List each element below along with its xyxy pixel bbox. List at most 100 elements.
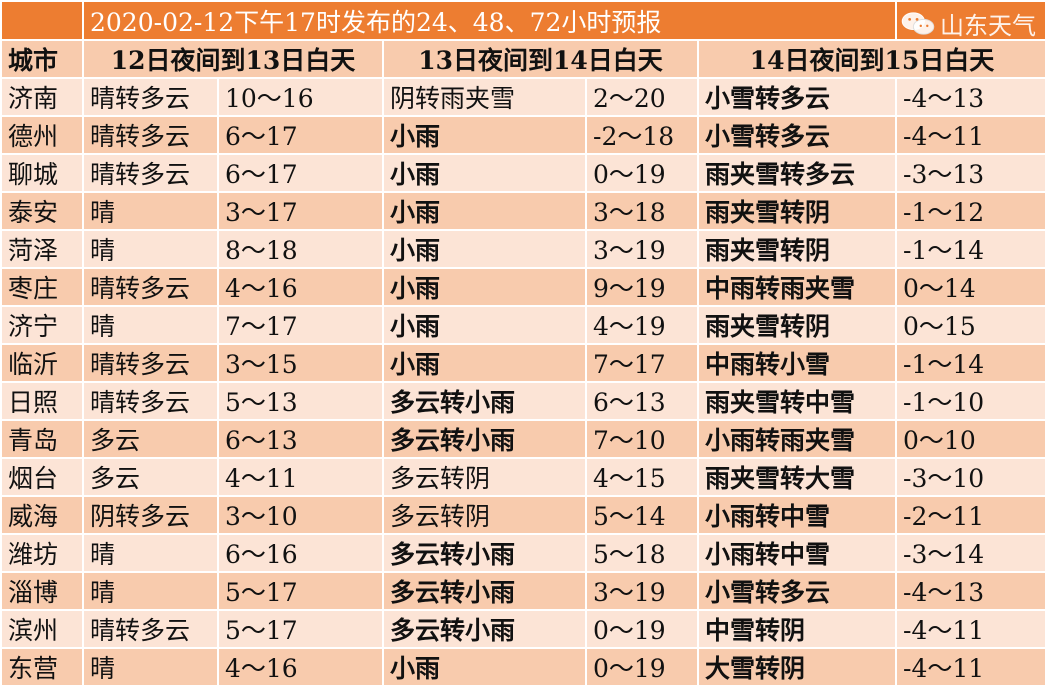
weather-day2-cell: 小雨 bbox=[382, 191, 587, 231]
weather-day3-cell: 雨夹雪转阴 bbox=[696, 305, 898, 345]
weather-day3-cell: 中雪转阴 bbox=[696, 609, 898, 649]
temp-day2-cell: -2～18 bbox=[585, 115, 699, 155]
table-row: 青岛 多云 6～13 多云转小雨 7～10 小雨转雨夹雪 0～10 bbox=[0, 419, 1045, 459]
temp-day1-cell: 6～16 bbox=[217, 533, 384, 573]
weather-day2-cell: 多云转小雨 bbox=[382, 419, 587, 459]
table-row: 菏泽晴 8～18 小雨 3～19 雨夹雪转阴 -1～14 bbox=[0, 229, 1045, 269]
temp-day1-cell: 8～18 bbox=[217, 229, 384, 269]
city-cell: 德州 bbox=[0, 115, 84, 155]
weather-day1-cell: 晴转多云 bbox=[82, 77, 219, 117]
temp-day3-cell: -4～11 bbox=[895, 609, 1045, 649]
weather-day1-cell: 晴 bbox=[82, 305, 219, 345]
temp-day2-cell: 0～19 bbox=[585, 647, 699, 687]
weather-day2-cell: 小雨 bbox=[382, 153, 587, 193]
temp-day1-cell: 3～15 bbox=[217, 343, 384, 383]
temp-day2-cell: 9～19 bbox=[585, 267, 699, 307]
temp-day1-cell: 4～16 bbox=[217, 647, 384, 687]
temp-day1-cell: 6～17 bbox=[217, 153, 384, 193]
city-cell: 淄博 bbox=[0, 571, 84, 611]
temp-day3-cell: -1～10 bbox=[895, 381, 1045, 421]
weather-day2-cell: 多云转小雨 bbox=[382, 609, 587, 649]
temp-day3-cell: -1～14 bbox=[895, 343, 1045, 383]
weather-day3-cell: 雨夹雪转阴 bbox=[696, 191, 898, 231]
weather-day3-cell: 小雪转多云 bbox=[696, 115, 898, 155]
temp-day1-cell: 6～17 bbox=[217, 115, 384, 155]
weather-day3-cell: 小雨转中雪 bbox=[696, 533, 898, 573]
temp-day3-cell: -4～13 bbox=[895, 77, 1045, 117]
city-cell: 日照 bbox=[0, 381, 84, 421]
temp-day2-cell: 7～10 bbox=[585, 419, 699, 459]
weather-day3-cell: 雨夹雪转阴 bbox=[696, 229, 898, 269]
weather-day2-cell: 多云转阴 bbox=[382, 495, 587, 535]
temp-day2-cell: 3～18 bbox=[585, 191, 699, 231]
table-row: 威海 阴转多云 3～10 多云转阴 5～14 小雨转中雪 -2～11 bbox=[0, 495, 1045, 535]
table-row: 济南 晴转多云 10～16 阴转雨夹雪 2～20 小雪转多云 -4～13 bbox=[0, 77, 1045, 117]
temp-day2-cell: 4～15 bbox=[585, 457, 699, 497]
header-period-3: 14日夜间到15日白天 bbox=[696, 39, 1045, 79]
weather-day2-cell: 多云转阴 bbox=[382, 457, 587, 497]
watermark: 山东天气 bbox=[900, 6, 1036, 41]
weather-day3-cell: 雨夹雪转大雪 bbox=[696, 457, 898, 497]
table-row: 潍坊晴 6～16 多云转小雨 5～18 小雨转中雪 -3～14 bbox=[0, 533, 1045, 573]
table-row: 泰安晴 3～17 小雨 3～18 雨夹雪转阴 -1～12 bbox=[0, 191, 1045, 231]
temp-day3-cell: -1～12 bbox=[895, 191, 1045, 231]
weather-day3-cell: 小雨转中雪 bbox=[696, 495, 898, 535]
temp-day2-cell: 3～19 bbox=[585, 229, 699, 269]
city-cell: 青岛 bbox=[0, 419, 84, 459]
temp-day2-cell: 2～20 bbox=[585, 77, 699, 117]
temp-day3-cell: -4～11 bbox=[895, 115, 1045, 155]
temp-day1-cell: 5～17 bbox=[217, 571, 384, 611]
city-cell: 泰安 bbox=[0, 191, 84, 231]
wechat-icon bbox=[901, 11, 935, 35]
header-row: 城市 12日夜间到13日白天 13日夜间到14日白天 14日夜间到15日白天 bbox=[0, 39, 1045, 79]
weather-day3-cell: 雨夹雪转中雪 bbox=[696, 381, 898, 421]
temp-day1-cell: 10～16 bbox=[217, 77, 384, 117]
city-cell: 枣庄 bbox=[0, 267, 84, 307]
temp-day1-cell: 3～10 bbox=[217, 495, 384, 535]
weather-day1-cell: 阴转多云 bbox=[82, 495, 219, 535]
table-row: 聊城 晴转多云 6～17 小雨 0～19 雨夹雪转多云 -3～13 bbox=[0, 153, 1045, 193]
temp-day1-cell: 6～13 bbox=[217, 419, 384, 459]
temp-day2-cell: 6～13 bbox=[585, 381, 699, 421]
header-city: 城市 bbox=[0, 39, 84, 79]
temp-day2-cell: 7～17 bbox=[585, 343, 699, 383]
city-cell: 济南 bbox=[0, 77, 84, 117]
weather-day3-cell: 大雪转阴 bbox=[696, 647, 898, 687]
temp-day2-cell: 0～19 bbox=[585, 609, 699, 649]
weather-day2-cell: 多云转小雨 bbox=[382, 571, 587, 611]
temp-day1-cell: 3～17 bbox=[217, 191, 384, 231]
temp-day1-cell: 7～17 bbox=[217, 305, 384, 345]
weather-day3-cell: 雨夹雪转多云 bbox=[696, 153, 898, 193]
temp-day3-cell: -1～14 bbox=[895, 229, 1045, 269]
table-row: 滨州 晴转多云 5～17 多云转小雨 0～19 中雪转阴 -4～11 bbox=[0, 609, 1045, 649]
table-row: 淄博晴 5～17 多云转小雨 3～19 小雪转多云 -4～13 bbox=[0, 571, 1045, 611]
weather-day3-cell: 小雪转多云 bbox=[696, 571, 898, 611]
city-cell: 聊城 bbox=[0, 153, 84, 193]
city-cell: 东营 bbox=[0, 647, 84, 687]
city-cell: 威海 bbox=[0, 495, 84, 535]
city-cell: 烟台 bbox=[0, 457, 84, 497]
weather-day1-cell: 晴转多云 bbox=[82, 115, 219, 155]
weather-day1-cell: 晴转多云 bbox=[82, 267, 219, 307]
table-row: 德州 晴转多云 6～17 小雨 -2～18 小雪转多云 -4～11 bbox=[0, 115, 1045, 155]
weather-day3-cell: 小雪转多云 bbox=[696, 77, 898, 117]
table-row: 临沂 晴转多云 3～15 小雨 7～17 中雨转小雪 -1～14 bbox=[0, 343, 1045, 383]
table-row: 枣庄 晴转多云 4～16 小雨 9～19 中雨转雨夹雪 0～14 bbox=[0, 267, 1045, 307]
temp-day3-cell: -3～13 bbox=[895, 153, 1045, 193]
table-row: 烟台 多云 4～11 多云转阴 4～15 雨夹雪转大雪 -3～10 bbox=[0, 457, 1045, 497]
weather-day1-cell: 晴 bbox=[82, 571, 219, 611]
city-cell: 菏泽 bbox=[0, 229, 84, 269]
weather-day1-cell: 晴 bbox=[82, 191, 219, 231]
weather-day2-cell: 多云转小雨 bbox=[382, 533, 587, 573]
temp-day1-cell: 5～17 bbox=[217, 609, 384, 649]
table-row: 日照 晴转多云 5～13 多云转小雨 6～13 雨夹雪转中雪 -1～10 bbox=[0, 381, 1045, 421]
temp-day1-cell: 4～16 bbox=[217, 267, 384, 307]
weather-day1-cell: 多云 bbox=[82, 457, 219, 497]
temp-day2-cell: 4～19 bbox=[585, 305, 699, 345]
title-row: 2020-02-12下午17时发布的24、48、72小时预报 bbox=[0, 0, 1045, 41]
city-cell: 潍坊 bbox=[0, 533, 84, 573]
table-row: 东营晴 4～16 小雨 0～19 大雪转阴 -4～11 bbox=[0, 647, 1045, 687]
weather-day3-cell: 中雨转小雪 bbox=[696, 343, 898, 383]
weather-day2-cell: 小雨 bbox=[382, 267, 587, 307]
